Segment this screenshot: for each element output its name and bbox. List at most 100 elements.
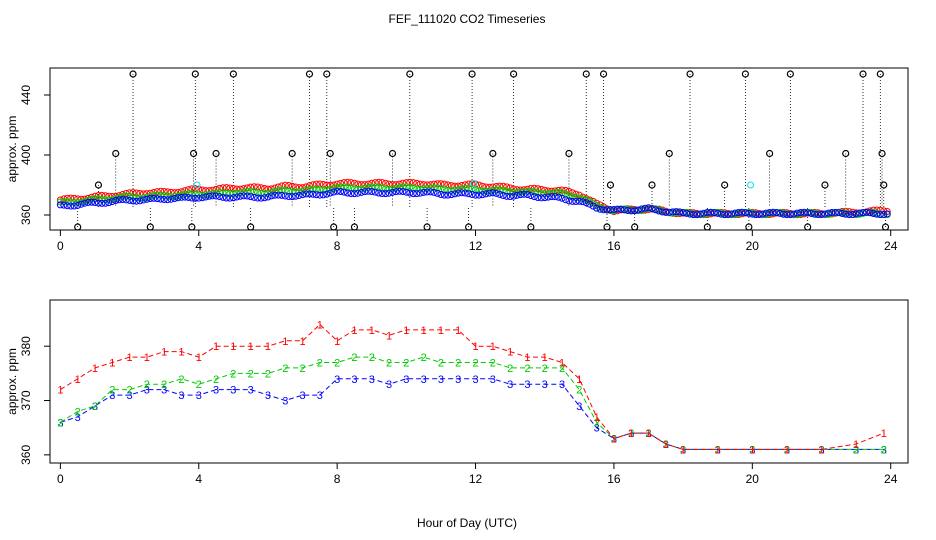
series-3-point [389,188,397,196]
bottom-plot-frame [49,299,909,464]
series-3-label: 3 [248,385,254,397]
series-2-point [565,191,573,199]
series-2-point [326,186,334,194]
series-2-label: 2 [144,379,150,391]
series-3-point [544,193,552,201]
series-2-point [247,187,255,195]
series-1-point [416,180,424,188]
series-2-label: 2 [196,379,202,391]
series-3-point [247,193,255,201]
series-3-point [177,193,185,201]
series-3-point [707,208,715,216]
calibration-point [741,70,749,78]
series-1-label: 1 [472,341,478,353]
series-1-point [216,184,224,192]
bottom-y-axis-label: approx. ppm [5,348,19,415]
calibration-point [565,149,573,158]
series-3-point [195,194,203,202]
series-3-label: 3 [645,428,651,440]
series-1-label: 1 [92,363,98,375]
series-1-label: 1 [144,352,150,364]
series-3-line [60,378,884,450]
series-3-point [202,193,210,201]
series-3-point [606,206,614,214]
series-1-label: 1 [559,357,565,369]
calibration-point [188,223,196,231]
series-3-point [219,193,227,201]
series-3-point [856,209,864,217]
series-3-point [537,194,545,202]
series-3-point [67,202,75,210]
series-3-point [776,209,784,217]
series-3-point [395,187,403,195]
series-1-label: 1 [230,341,236,353]
series-1-point [278,182,286,190]
series-3-point [340,188,348,196]
series-3-point [461,189,469,197]
series-1-point [98,191,106,199]
series-3-point [593,204,601,212]
bottom-y-tick-label: 360 [19,445,33,465]
series-3-label: 3 [507,379,513,391]
series-3-label: 3 [542,379,548,391]
series-3-point [451,190,459,198]
series-3-point [330,188,338,196]
bottom-x-tick-label: 12 [469,472,483,486]
series-3-label: 3 [559,379,565,391]
series-3-point [734,209,742,217]
series-3-point [883,210,891,218]
series-3-point [119,196,127,204]
series-2-label: 2 [299,363,305,375]
series-3-point [433,189,441,197]
series-3-point [530,193,538,201]
series-1-label: 1 [680,444,686,456]
series-1-label: 1 [109,357,115,369]
series-2-point [368,183,376,191]
series-3-point [198,194,206,202]
series-3-point [651,206,659,214]
series-2-point [555,189,563,197]
series-1-point [292,183,300,191]
top-x-tick-label: 24 [884,239,898,253]
series-3-label: 3 [524,379,530,391]
series-3-point [344,189,352,197]
series-2-point [402,183,410,191]
series-3-label: 3 [853,444,859,456]
series-3-point [468,191,476,199]
series-3-point [132,197,140,205]
series-1-point [250,183,258,191]
series-2-point [254,189,262,197]
series-1-point [499,182,507,190]
series-3-point [375,189,383,197]
series-2-point [395,183,403,191]
series-3-point [209,192,217,200]
series-1-point [478,182,486,190]
series-3-point [281,192,289,200]
calibration-point [631,223,639,231]
series-3-point [548,193,556,201]
series-3-label: 3 [161,385,167,397]
calibration-point [406,70,414,78]
series-2-point [409,184,417,192]
series-3-point [361,188,369,196]
series-1-label: 1 [542,352,548,364]
series-3-point [316,191,324,199]
calibration-point [229,70,237,78]
series-1-point [129,189,137,197]
series-1-label: 1 [455,325,461,337]
series-3-label: 3 [628,428,634,440]
series-3-point [153,195,161,203]
series-2-point [579,195,587,203]
series-2-point [586,197,594,205]
series-3-point [233,193,241,201]
series-3-point [364,187,372,195]
series-3-label: 3 [57,417,63,429]
series-3-point [555,193,563,201]
series-1-label: 1 [213,341,219,353]
series-3-label: 3 [881,444,887,456]
series-3-point [665,208,673,216]
series-1-label: 1 [645,428,651,440]
series-3-point [824,209,832,217]
series-3-point [700,209,708,217]
series-1-label: 1 [853,439,859,451]
